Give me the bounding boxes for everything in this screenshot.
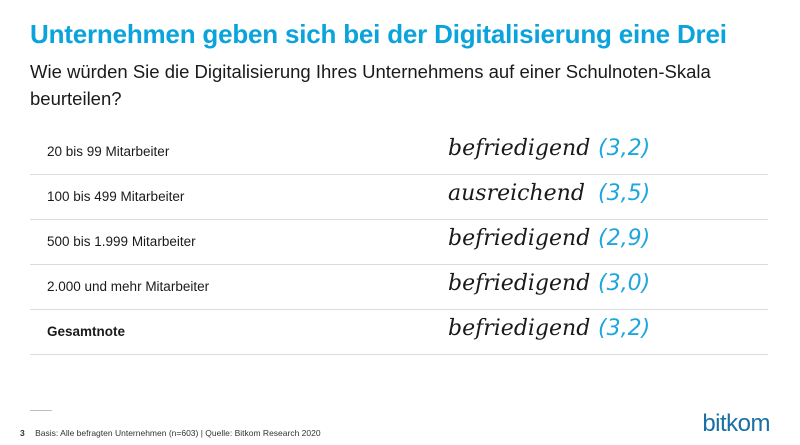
footer-divider	[30, 410, 52, 411]
grade-text: ausreichend	[448, 181, 585, 206]
bitkom-logo: bitkom	[702, 410, 770, 437]
table-row: 2.000 und mehr Mitarbeiter befriedigend …	[30, 265, 768, 310]
score-value: (3,5)	[598, 181, 651, 206]
score-value: (3,2)	[598, 316, 651, 341]
grade-text: befriedigend	[448, 271, 591, 296]
source-note: Basis: Alle befragten Unternehmen (n=603…	[35, 428, 321, 438]
row-label: 500 bis 1.999 Mitarbeiter	[47, 234, 196, 249]
row-label: 2.000 und mehr Mitarbeiter	[47, 279, 210, 294]
table-row: 20 bis 99 Mitarbeiter befriedigend (3,2)	[30, 130, 768, 175]
score-value: (3,2)	[598, 136, 651, 161]
grade-text: befriedigend	[448, 316, 591, 341]
grades-table: 20 bis 99 Mitarbeiter befriedigend (3,2)…	[30, 130, 768, 355]
grade-text: befriedigend	[448, 226, 591, 251]
table-row: 100 bis 499 Mitarbeiter ausreichend (3,5…	[30, 175, 768, 220]
score-value: (3,0)	[598, 271, 651, 296]
score-value: (2,9)	[598, 226, 651, 251]
row-label: 20 bis 99 Mitarbeiter	[47, 144, 170, 159]
footer: 3 Basis: Alle befragten Unternehmen (n=6…	[20, 428, 321, 438]
page-title: Unternehmen geben sich bei der Digitalis…	[30, 19, 727, 49]
table-row: 500 bis 1.999 Mitarbeiter befriedigend (…	[30, 220, 768, 265]
row-label: Gesamtnote	[47, 324, 126, 339]
page-subtitle: Wie würden Sie die Digitalisierung Ihres…	[30, 61, 711, 109]
table-row-total: Gesamtnote befriedigend (3,2)	[30, 310, 768, 355]
page-number: 3	[20, 428, 25, 438]
grade-text: befriedigend	[448, 136, 591, 161]
row-label: 100 bis 499 Mitarbeiter	[47, 189, 185, 204]
